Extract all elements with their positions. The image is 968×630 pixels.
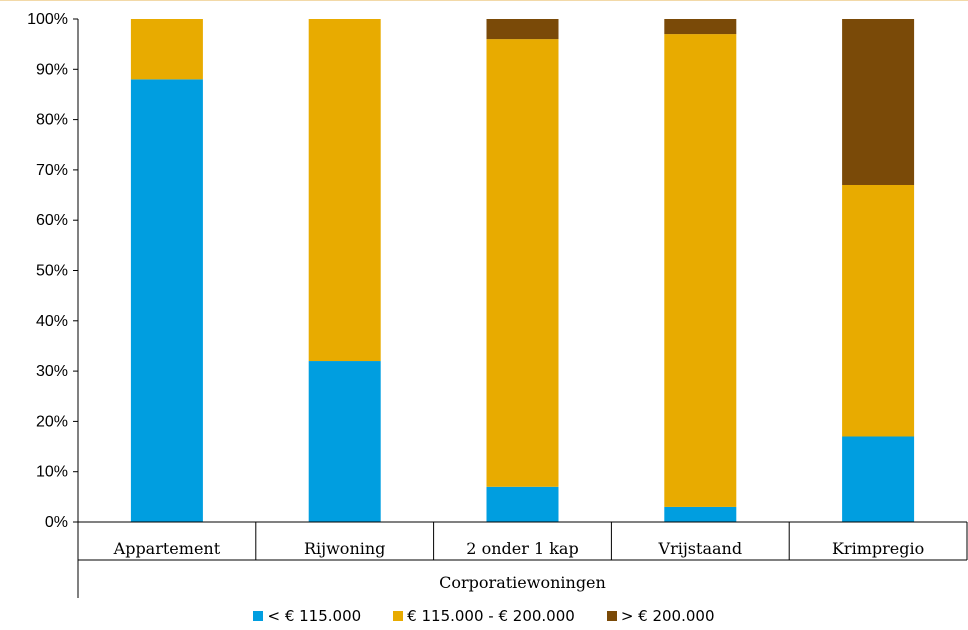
y-tick-label: 100%: [27, 11, 68, 28]
bar-segment-2: [842, 184, 915, 437]
y-tick-label: 50%: [36, 263, 68, 280]
y-tick-label: 0%: [45, 514, 68, 531]
bar-segment-2: [308, 19, 381, 362]
legend: < € 115.000 € 115.000 - € 200.000 > € 20…: [0, 607, 968, 625]
category-label: Vrijstaand: [658, 539, 743, 558]
bar-segment-1: [486, 486, 559, 522]
legend-label: € 115.000 - € 200.000: [407, 607, 575, 625]
y-tick-label: 10%: [36, 464, 68, 481]
bar-segment-2: [130, 19, 203, 80]
bar-segment-2: [664, 34, 737, 507]
bar-segment-1: [842, 436, 915, 522]
y-tick-label: 20%: [36, 413, 68, 430]
group-label: Corporatiewoningen: [439, 573, 606, 592]
y-tick-label: 30%: [36, 363, 68, 380]
category-label: Krimpregio: [832, 539, 924, 558]
bar-segment-3: [842, 19, 915, 185]
bar-segment-3: [486, 19, 559, 40]
legend-label: > € 200.000: [620, 607, 715, 625]
y-tick-label: 60%: [36, 212, 68, 229]
y-tick-label: 90%: [36, 61, 68, 78]
y-tick-label: 80%: [36, 112, 68, 129]
category-label: Rijwoning: [304, 539, 385, 558]
bar-segment-1: [130, 79, 203, 523]
legend-swatch-brown: [606, 611, 617, 621]
category-label: 2 onder 1 kap: [466, 539, 578, 558]
bar-segment-3: [664, 19, 737, 35]
legend-swatch-gold: [393, 611, 404, 621]
legend-item-115000-200000: € 115.000 - € 200.000: [393, 607, 575, 625]
legend-label: < € 115.000: [267, 607, 362, 625]
y-tick-label: 40%: [36, 313, 68, 330]
bar-segment-1: [308, 361, 381, 522]
plot-area: 0% 10% 20% 30% 40% 50% 60% 70% 80% 90% 100% Apparte…: [27, 11, 968, 598]
bar-segment-1: [664, 506, 737, 522]
y-tick-label: 70%: [36, 162, 68, 179]
legend-swatch-blue: [253, 611, 264, 621]
bar-segment-2: [486, 39, 559, 487]
category-label: Appartement: [113, 539, 221, 558]
legend-item-above-200000: > € 200.000: [606, 607, 715, 625]
legend-item-below-115000: < € 115.000: [253, 607, 361, 625]
